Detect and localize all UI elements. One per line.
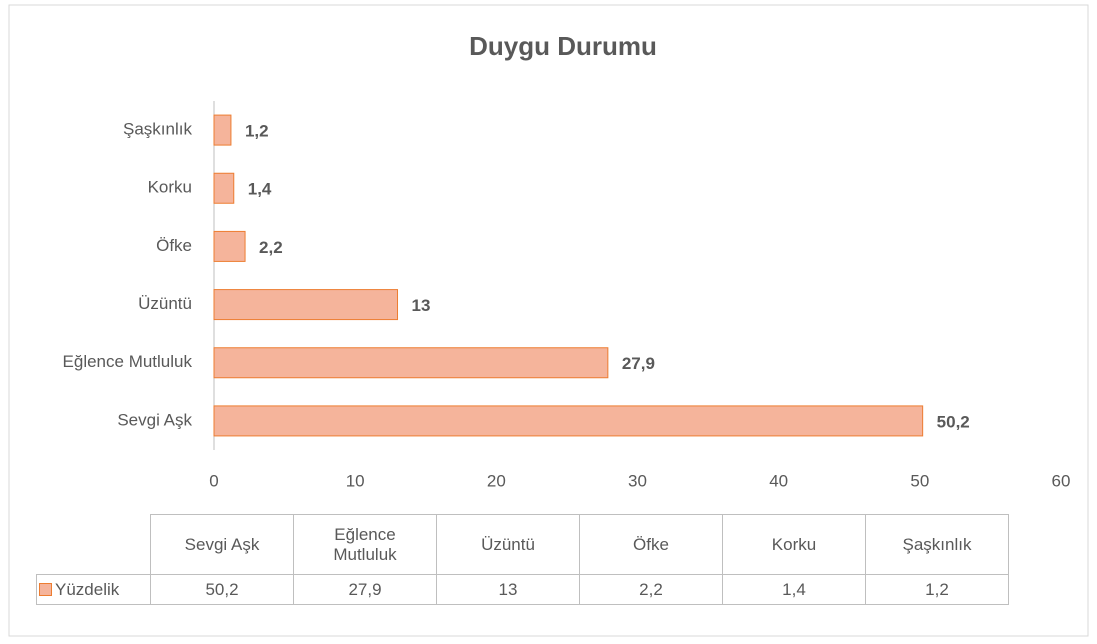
data-label: 50,2 <box>937 412 970 431</box>
table-corner <box>36 514 151 575</box>
y-tick-label: Sevgi Aşk <box>117 410 192 429</box>
legend-swatch <box>39 582 52 596</box>
data-table: Sevgi Aşk Eğlence Mutluluk Üzüntü Öfke Korku… <box>36 514 1009 605</box>
chart-title: Duygu Durumu <box>469 31 657 61</box>
bar <box>213 347 609 379</box>
data-label: 1,4 <box>248 180 272 199</box>
x-tick-label: 30 <box>628 471 647 490</box>
legend-label: Yüzdelik <box>55 579 120 599</box>
table-header-row: Sevgi Aşk Eğlence Mutluluk Üzüntü Öfke Korku… <box>36 514 1009 575</box>
bar <box>213 289 399 321</box>
data-label: 13 <box>412 296 431 315</box>
bar <box>213 172 235 204</box>
y-tick-label: Öfke <box>156 236 192 255</box>
data-label: 27,9 <box>622 354 655 373</box>
table-value-cell: 50,2 <box>150 574 294 605</box>
x-tick-label: 10 <box>346 471 365 490</box>
table-value-cell: 1,4 <box>722 574 866 605</box>
table-header-cell: Korku <box>722 514 866 575</box>
data-label: 2,2 <box>259 238 283 257</box>
table-header-cell: Eğlence Mutluluk <box>293 514 437 575</box>
bar <box>213 230 246 262</box>
table-value-cell: 2,2 <box>579 574 723 605</box>
table-header-cell: Üzüntü <box>436 514 580 575</box>
table-header-cell: Sevgi Aşk <box>150 514 294 575</box>
table-value-cell: 1,2 <box>865 574 1009 605</box>
y-tick-label: Korku <box>148 178 192 197</box>
bar <box>213 114 232 146</box>
data-label: 1,2 <box>245 122 269 141</box>
x-tick-label: 50 <box>910 471 929 490</box>
table-value-cell: 27,9 <box>293 574 437 605</box>
bar <box>213 405 924 437</box>
x-tick-label: 20 <box>487 471 506 490</box>
x-tick-label: 40 <box>769 471 788 490</box>
table-value-row: Yüzdelik 50,2 27,9 13 2,2 1,4 1,2 <box>36 574 1009 605</box>
table-header-cell: Öfke <box>579 514 723 575</box>
x-tick-label: 60 <box>1052 471 1071 490</box>
y-tick-label: Şaşkınlık <box>123 120 192 139</box>
table-header-cell: Şaşkınlık <box>865 514 1009 575</box>
y-tick-label: Eğlence Mutluluk <box>63 352 193 371</box>
table-legend-cell: Yüzdelik <box>36 574 151 605</box>
y-tick-label: Üzüntü <box>138 294 192 313</box>
x-tick-label: 0 <box>209 471 218 490</box>
table-value-cell: 13 <box>436 574 580 605</box>
